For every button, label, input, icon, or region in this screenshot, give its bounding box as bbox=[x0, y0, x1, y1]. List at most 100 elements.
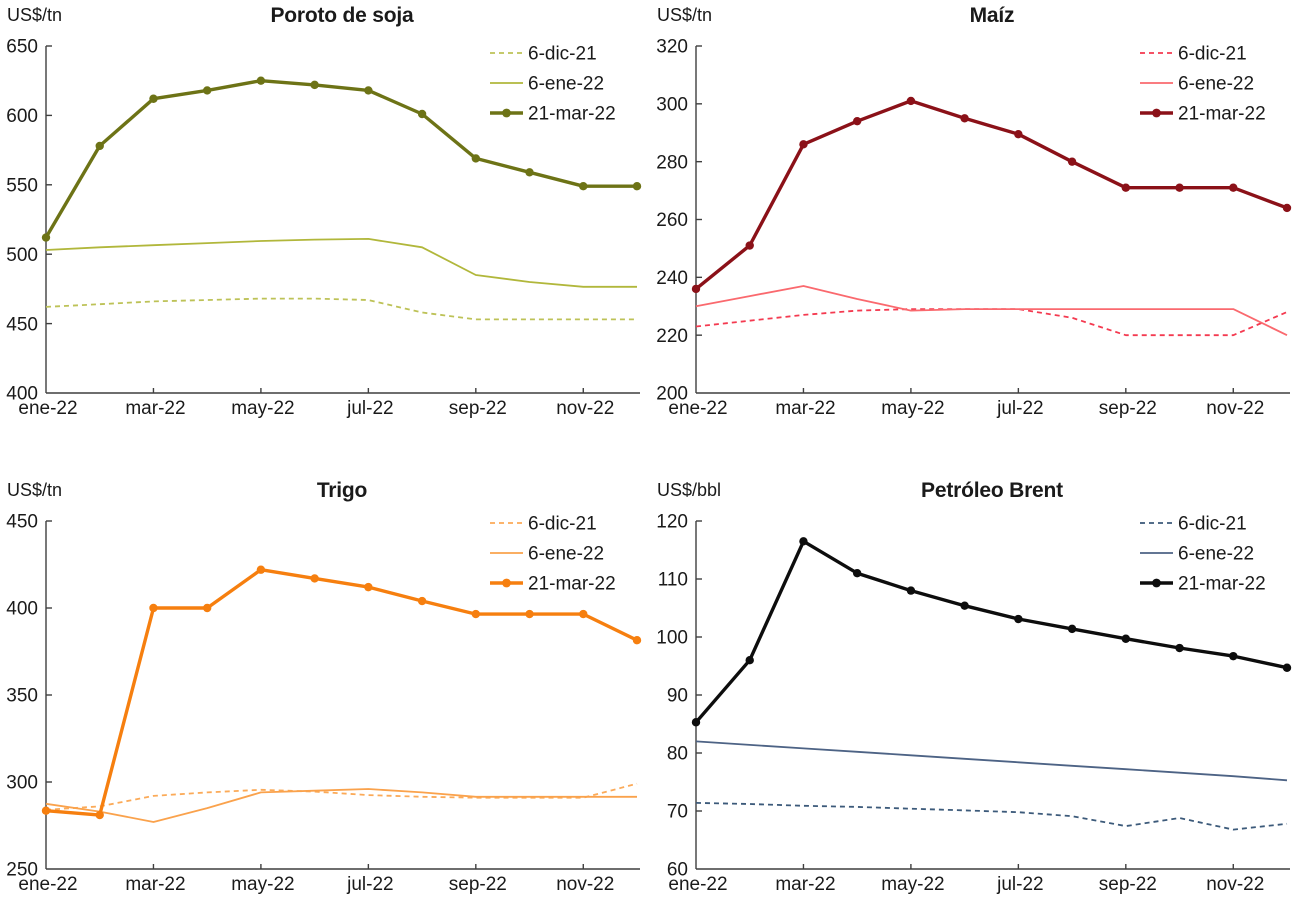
data-point-marker bbox=[960, 114, 969, 123]
x-tick-label: ene-22 bbox=[668, 874, 727, 895]
series-line-21-mar-22 bbox=[44, 78, 637, 239]
data-point-marker bbox=[417, 596, 427, 606]
x-tick-label: jul-22 bbox=[346, 398, 393, 419]
data-point-marker bbox=[632, 181, 642, 191]
y-tick-label: 250 bbox=[6, 860, 38, 881]
data-point-marker bbox=[1282, 663, 1292, 672]
x-tick-label: sep-22 bbox=[449, 398, 507, 419]
data-point-marker bbox=[1282, 203, 1292, 213]
data-point-marker bbox=[471, 154, 481, 163]
legend-label: 21-mar-22 bbox=[528, 104, 616, 125]
data-point-marker bbox=[1014, 129, 1023, 139]
series-line-21-mar-22 bbox=[694, 99, 1288, 291]
legend-label: 21-mar-22 bbox=[1178, 574, 1266, 595]
series-line-21-mar-22 bbox=[45, 567, 638, 817]
data-point-marker bbox=[41, 806, 51, 815]
maiz-line-chart: 200 220 240 260 280 300 320 ene-22 mar-22 may-22 j… bbox=[656, 37, 1292, 419]
trigo-line-chart: 250 300 350 400 450 ene-22 mar-22 may-22 jul-22 s… bbox=[6, 512, 642, 895]
data-point-marker bbox=[852, 569, 862, 578]
y-axis-unit-label: US$/tn bbox=[7, 5, 63, 25]
legend-label: 6-dic-21 bbox=[1178, 514, 1247, 535]
series-line-6-ene-22 bbox=[695, 285, 1288, 337]
chart-panel-poroto-de-soja: US$/tn Poroto de soja 400 450 500 550 600 650… bbox=[0, 0, 650, 459]
data-point-marker bbox=[1229, 651, 1238, 661]
chart-title: Trigo bbox=[316, 479, 368, 502]
y-tick-label: 70 bbox=[667, 802, 688, 823]
x-tick-label: mar-22 bbox=[775, 398, 835, 419]
series-line-6-ene-22 bbox=[695, 740, 1288, 782]
y-axis-unit-label: US$/tn bbox=[657, 5, 713, 25]
legend-marker bbox=[502, 108, 511, 118]
x-tick-label: sep-22 bbox=[1099, 398, 1157, 419]
chart-title: Petróleo Brent bbox=[921, 479, 1063, 502]
y-tick-label: 450 bbox=[6, 512, 38, 533]
x-tick-label: nov-22 bbox=[1206, 874, 1264, 895]
y-tick-label: 220 bbox=[656, 326, 688, 347]
data-point-marker bbox=[1229, 183, 1238, 192]
brent-line-chart: 60 70 80 90 100 110 120 ene-22 mar-22 may-22 jul-2… bbox=[656, 512, 1292, 895]
y-tick-label: 600 bbox=[6, 106, 38, 127]
y-tick-label: 120 bbox=[656, 512, 688, 533]
y-tick-label: 200 bbox=[656, 384, 688, 405]
y-tick-label: 500 bbox=[6, 245, 38, 266]
legend-label: 6-dic-21 bbox=[528, 514, 597, 535]
x-tick-label: ene-22 bbox=[18, 398, 77, 419]
data-point-marker bbox=[525, 168, 534, 177]
series-line-6-ene-22 bbox=[45, 237, 637, 288]
x-tick-label: sep-22 bbox=[1099, 874, 1157, 895]
x-tick-label: mar-22 bbox=[125, 874, 185, 895]
data-point-marker bbox=[525, 609, 534, 619]
series-line-6-dic-21 bbox=[45, 297, 637, 321]
x-tick-label: nov-22 bbox=[556, 398, 614, 419]
legend-marker bbox=[1152, 578, 1161, 588]
y-tick-label: 300 bbox=[6, 773, 38, 794]
data-point-marker bbox=[906, 96, 916, 106]
x-tick-label: ene-22 bbox=[18, 874, 77, 895]
y-tick-label: 80 bbox=[667, 744, 688, 765]
y-tick-label: 240 bbox=[656, 268, 688, 289]
data-point-marker bbox=[1121, 183, 1131, 192]
x-tick-label: may-22 bbox=[881, 398, 944, 419]
y-tick-label: 280 bbox=[656, 152, 688, 173]
legend-label: 21-mar-22 bbox=[528, 574, 616, 595]
x-tick-label: mar-22 bbox=[775, 874, 835, 895]
y-tick-label: 90 bbox=[667, 686, 688, 707]
data-point-marker bbox=[1121, 634, 1131, 643]
data-point-marker bbox=[149, 94, 158, 103]
data-point-marker bbox=[471, 609, 481, 619]
soja-line-chart: 400 450 500 550 600 650 ene-22 mar-22 may-22 jul-… bbox=[6, 37, 642, 419]
data-point-marker bbox=[579, 609, 588, 619]
data-point-marker bbox=[1067, 624, 1077, 634]
y-tick-label: 320 bbox=[656, 37, 688, 58]
data-point-marker bbox=[799, 140, 808, 149]
legend-label: 6-dic-21 bbox=[528, 44, 597, 65]
data-point-marker bbox=[417, 109, 427, 119]
y-axis-unit-label: US$/bbl bbox=[657, 480, 722, 500]
data-point-marker bbox=[691, 284, 701, 294]
x-tick-label: may-22 bbox=[231, 874, 294, 895]
data-point-marker bbox=[95, 810, 104, 820]
chart-panel-petroleo-brent: US$/bbl Petróleo Brent 60 70 80 90 100 110 120… bbox=[650, 459, 1300, 919]
x-tick-label: ene-22 bbox=[668, 398, 727, 419]
data-point-marker bbox=[310, 80, 319, 90]
data-point-marker bbox=[1067, 157, 1077, 166]
data-point-marker bbox=[256, 565, 266, 574]
y-tick-label: 450 bbox=[6, 314, 38, 335]
y-tick-label: 400 bbox=[6, 384, 38, 405]
legend-marker bbox=[1152, 108, 1161, 118]
series-line-6-dic-21 bbox=[695, 802, 1288, 831]
legend-marker bbox=[502, 578, 511, 588]
series-line-6-dic-21 bbox=[45, 782, 638, 811]
y-tick-label: 60 bbox=[667, 860, 688, 881]
series-line-21-mar-22 bbox=[694, 539, 1288, 724]
chart-title: Poroto de soja bbox=[270, 4, 414, 27]
series-line-6-ene-22 bbox=[45, 788, 637, 823]
legend-label: 6-dic-21 bbox=[1178, 44, 1247, 65]
chart-panel-maiz: US$/tn Maíz 200 220 240 260 280 300 320 ene-22 m… bbox=[650, 0, 1300, 459]
x-tick-label: jul-22 bbox=[996, 874, 1043, 895]
legend-label: 6-ene-22 bbox=[1178, 544, 1254, 565]
y-tick-label: 260 bbox=[656, 210, 688, 231]
data-point-marker bbox=[691, 718, 701, 727]
y-tick-label: 650 bbox=[6, 37, 38, 58]
